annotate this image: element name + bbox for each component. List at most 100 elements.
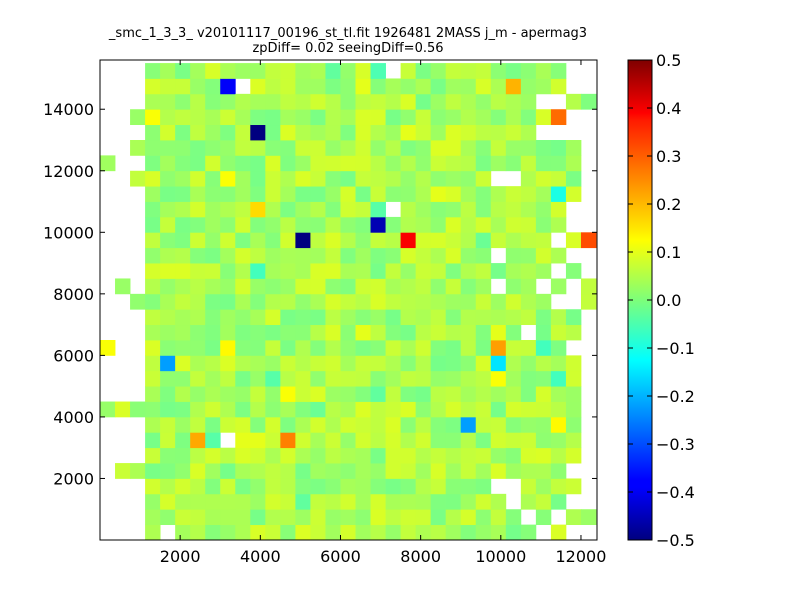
heatmap-cell bbox=[145, 416, 161, 433]
heatmap-cell bbox=[340, 432, 356, 449]
heatmap-cell bbox=[280, 478, 296, 495]
heatmap-cell bbox=[415, 201, 432, 218]
heatmap-cell bbox=[205, 63, 221, 79]
heatmap-cell bbox=[235, 263, 251, 279]
heatmap-cell bbox=[220, 355, 236, 372]
heatmap-cell bbox=[400, 386, 417, 402]
heatmap-cell bbox=[445, 340, 462, 356]
heatmap-cell bbox=[430, 370, 447, 387]
heatmap-cell bbox=[280, 140, 296, 156]
heatmap-cell bbox=[250, 232, 266, 249]
heatmap-cell bbox=[520, 247, 537, 264]
heatmap-cell bbox=[445, 155, 462, 172]
heatmap-cell bbox=[505, 509, 522, 526]
heatmap-cell bbox=[370, 124, 386, 141]
heatmap-cell bbox=[340, 293, 356, 310]
heatmap-cell bbox=[175, 278, 191, 295]
heatmap-cell bbox=[490, 140, 507, 156]
heatmap-cell bbox=[145, 340, 161, 356]
heatmap-cell bbox=[550, 109, 567, 126]
heatmap-cell bbox=[400, 493, 417, 510]
heatmap-cell bbox=[370, 432, 386, 449]
heatmap-cell bbox=[355, 78, 371, 95]
heatmap-cell bbox=[145, 463, 161, 479]
heatmap-cell bbox=[190, 170, 206, 187]
heatmap-cell bbox=[445, 201, 462, 218]
heatmap-cell bbox=[325, 109, 341, 126]
x-tick-label: 10000 bbox=[475, 547, 526, 566]
heatmap-cell bbox=[145, 93, 161, 110]
heatmap-cell bbox=[385, 293, 401, 310]
heatmap-cell bbox=[565, 309, 582, 326]
heatmap-cell bbox=[310, 432, 326, 449]
heatmap-cell bbox=[115, 278, 131, 295]
heatmap-cell bbox=[355, 509, 371, 526]
heatmap-cell bbox=[190, 63, 206, 79]
heatmap-cell bbox=[370, 355, 386, 372]
heatmap-cell bbox=[430, 170, 447, 187]
colorbar-tick-label: 0.1 bbox=[656, 243, 681, 262]
heatmap-cell bbox=[220, 386, 236, 402]
heatmap-cell bbox=[250, 324, 266, 341]
heatmap-cell bbox=[370, 386, 386, 402]
heatmap-cell bbox=[415, 186, 432, 202]
heatmap-cell bbox=[235, 432, 251, 449]
heatmap-cell bbox=[445, 478, 462, 495]
heatmap-cell bbox=[355, 324, 371, 341]
heatmap-cell bbox=[400, 170, 417, 187]
heatmap-cell bbox=[490, 201, 507, 218]
heatmap-cell bbox=[490, 324, 507, 341]
heatmap-cell bbox=[505, 463, 522, 479]
heatmap-cell bbox=[295, 401, 311, 418]
heatmap-cell bbox=[295, 247, 311, 264]
heatmap-cell bbox=[520, 370, 537, 387]
heatmap-cell bbox=[280, 355, 296, 372]
heatmap-cell bbox=[175, 155, 191, 172]
heatmap-cell bbox=[190, 324, 206, 341]
colorbar-tick-label: 0.2 bbox=[656, 195, 681, 214]
heatmap-cell bbox=[415, 463, 432, 479]
heatmap-cell bbox=[340, 201, 356, 218]
heatmap-cell bbox=[400, 355, 417, 372]
heatmap-cell bbox=[475, 416, 492, 433]
heatmap-cell bbox=[520, 93, 537, 110]
heatmap-cell bbox=[190, 263, 206, 279]
heatmap-cell bbox=[535, 370, 552, 387]
heatmap-cell bbox=[235, 155, 251, 172]
heatmap-cell bbox=[400, 309, 417, 326]
heatmap-cell bbox=[550, 432, 567, 449]
heatmap-cell bbox=[175, 170, 191, 187]
heatmap-cell bbox=[265, 524, 281, 540]
heatmap-cell bbox=[295, 447, 311, 464]
heatmap-cell bbox=[235, 478, 251, 495]
heatmap-cell bbox=[460, 247, 477, 264]
heatmap-cell bbox=[265, 432, 281, 449]
heatmap-cell bbox=[415, 78, 432, 95]
heatmap-cell bbox=[505, 293, 522, 310]
heatmap-cell bbox=[265, 447, 281, 464]
heatmap-cell bbox=[550, 386, 567, 402]
heatmap-cell bbox=[295, 370, 311, 387]
heatmap-cell bbox=[370, 478, 386, 495]
heatmap-cell bbox=[490, 155, 507, 172]
heatmap-cell bbox=[340, 309, 356, 326]
heatmap-cell bbox=[535, 355, 552, 372]
heatmap-cell bbox=[565, 186, 582, 202]
heatmap-cell bbox=[340, 124, 356, 141]
heatmap-cell bbox=[445, 355, 462, 372]
heatmap-cell bbox=[520, 63, 537, 79]
heatmap-cell bbox=[445, 93, 462, 110]
heatmap-cell bbox=[145, 509, 161, 526]
heatmap-cell bbox=[520, 140, 537, 156]
heatmap-cell bbox=[550, 324, 567, 341]
heatmap-cell bbox=[355, 63, 371, 79]
heatmap-cell bbox=[475, 447, 492, 464]
heatmap-cell bbox=[565, 386, 582, 402]
heatmap-cell bbox=[550, 186, 567, 202]
heatmap-cell bbox=[295, 278, 311, 295]
heatmap-cell bbox=[550, 340, 567, 356]
heatmap-cell bbox=[445, 278, 462, 295]
heatmap-cell bbox=[565, 401, 582, 418]
heatmap-cell bbox=[130, 463, 146, 479]
